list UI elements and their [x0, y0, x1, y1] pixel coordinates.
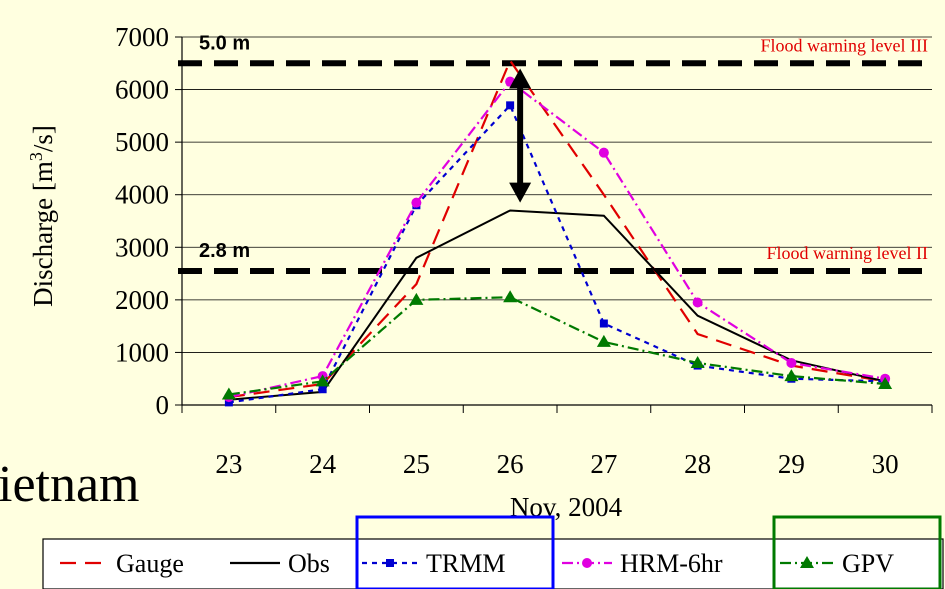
series-line — [228, 209, 886, 401]
y-axis-title-main: Discharge [m — [28, 161, 58, 307]
data-point — [692, 297, 703, 308]
y-tick-label: 2000 — [115, 285, 169, 315]
annotation-layer — [509, 68, 532, 203]
y-axis-title: Discharge [m3/s] — [26, 125, 58, 307]
data-point — [409, 292, 424, 305]
data-point — [411, 197, 422, 208]
arrow-head-up — [509, 68, 532, 89]
legend-label: Obs — [288, 549, 330, 578]
legend-marker — [386, 559, 394, 567]
arrow-head-down — [509, 182, 532, 203]
data-point — [599, 319, 608, 328]
series-layer — [221, 58, 893, 407]
background-text: ietnam — [0, 456, 140, 513]
x-tick-label: 30 — [872, 449, 899, 479]
legend-label: Gauge — [116, 549, 184, 578]
reference-warning-label: Flood warning level II — [767, 243, 928, 263]
y-axis-title-sup: 3 — [26, 152, 46, 161]
y-tick-label: 6000 — [115, 75, 169, 105]
x-tick-label: 28 — [684, 449, 711, 479]
x-tick-label: 25 — [403, 449, 430, 479]
y-tick-label: 0 — [156, 390, 170, 420]
reference-lines: 5.0 m Flood warning level III 2.8 m Flood w… — [178, 32, 932, 274]
data-point — [221, 387, 236, 400]
legend-label: GPV — [842, 549, 894, 578]
data-point — [596, 334, 611, 347]
x-tick-label: 24 — [309, 449, 337, 479]
data-point — [224, 398, 233, 407]
y-tick-label: 3000 — [115, 232, 169, 262]
series-gauge — [228, 58, 886, 399]
series-line — [228, 80, 886, 399]
data-point — [315, 374, 330, 387]
tick-labels: 0 1000 2000 3000 4000 5000 6000 7000 23 24 25 26 27 2… — [115, 22, 899, 479]
x-tick-label: 29 — [778, 449, 805, 479]
legend: Gauge Obs TRMM HRM-6hr GPV — [42, 515, 944, 589]
y-tick-label: 5000 — [115, 127, 169, 157]
legend-highlight-box-gpv — [772, 515, 942, 589]
reference-depth-label: 5.0 m — [199, 32, 250, 54]
legend-marker — [582, 558, 592, 568]
data-point — [784, 369, 799, 382]
x-tick-label: 26 — [497, 449, 524, 479]
legend-box — [42, 538, 944, 589]
legend-item-hrm-6hr: HRM-6hr — [562, 549, 723, 578]
legend-item-gauge: Gauge — [60, 549, 184, 578]
legend-item-gpv: GPV — [780, 549, 894, 578]
data-point — [598, 147, 609, 158]
grid-lines — [182, 36, 932, 353]
series-gpv — [221, 290, 893, 400]
reference-warning-label: Flood warning level III — [761, 35, 928, 55]
data-point — [786, 357, 797, 368]
y-tick-label: 4000 — [115, 180, 169, 210]
data-point — [318, 385, 327, 394]
data-point — [878, 376, 893, 389]
reference-depth-label: 2.8 m — [199, 240, 250, 262]
y-tick-label: 1000 — [115, 337, 169, 367]
legend-label: TRMM — [426, 549, 505, 578]
series-obs — [228, 209, 886, 401]
legend-marker — [800, 556, 814, 568]
series-hrm-6hr — [223, 76, 891, 403]
legend-label: HRM-6hr — [620, 549, 723, 578]
y-axis-title-tail: /s] — [28, 125, 58, 152]
series-line — [228, 58, 886, 399]
series-line — [228, 296, 886, 396]
axes — [175, 36, 933, 413]
legend-item-obs: Obs — [230, 549, 330, 578]
legend-item-trmm: TRMM — [362, 549, 505, 578]
y-tick-label: 7000 — [115, 22, 169, 52]
data-point — [690, 355, 705, 368]
double-arrow — [509, 68, 532, 203]
legend-highlight-box-trmm — [355, 515, 555, 589]
x-tick-label: 27 — [590, 449, 617, 479]
data-point — [506, 101, 515, 110]
x-tick-label: 23 — [215, 449, 242, 479]
data-point — [503, 290, 518, 303]
